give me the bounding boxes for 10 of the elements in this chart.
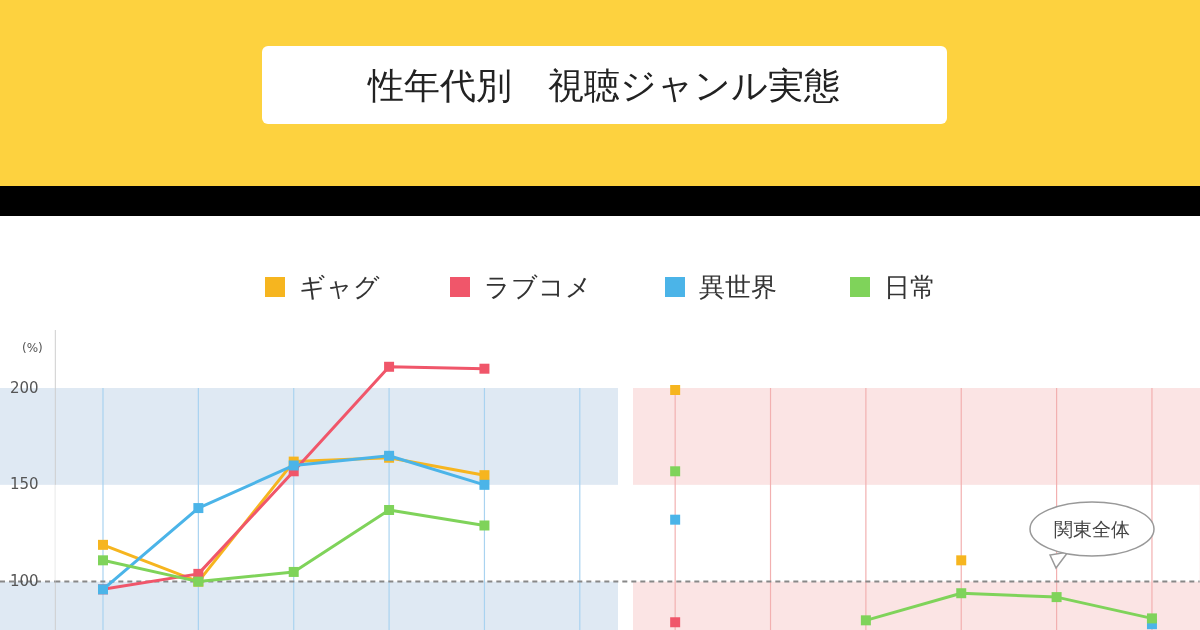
legend-label: 日常 (884, 271, 936, 302)
legend-label: ラブコメ (484, 271, 592, 302)
y-tick-label: 150 (10, 475, 39, 494)
legend-label: 異世界 (699, 271, 777, 302)
chart-title: 性年代別 視聴ジャンル実態 (367, 65, 840, 106)
ref-line-label: 関東全体 (1054, 517, 1130, 540)
y-tick-label: 200 (10, 378, 39, 397)
y-tick-label: 100 (10, 572, 39, 591)
y-axis-title: (%) (22, 341, 43, 355)
legend-label: ギャグ (299, 271, 380, 302)
